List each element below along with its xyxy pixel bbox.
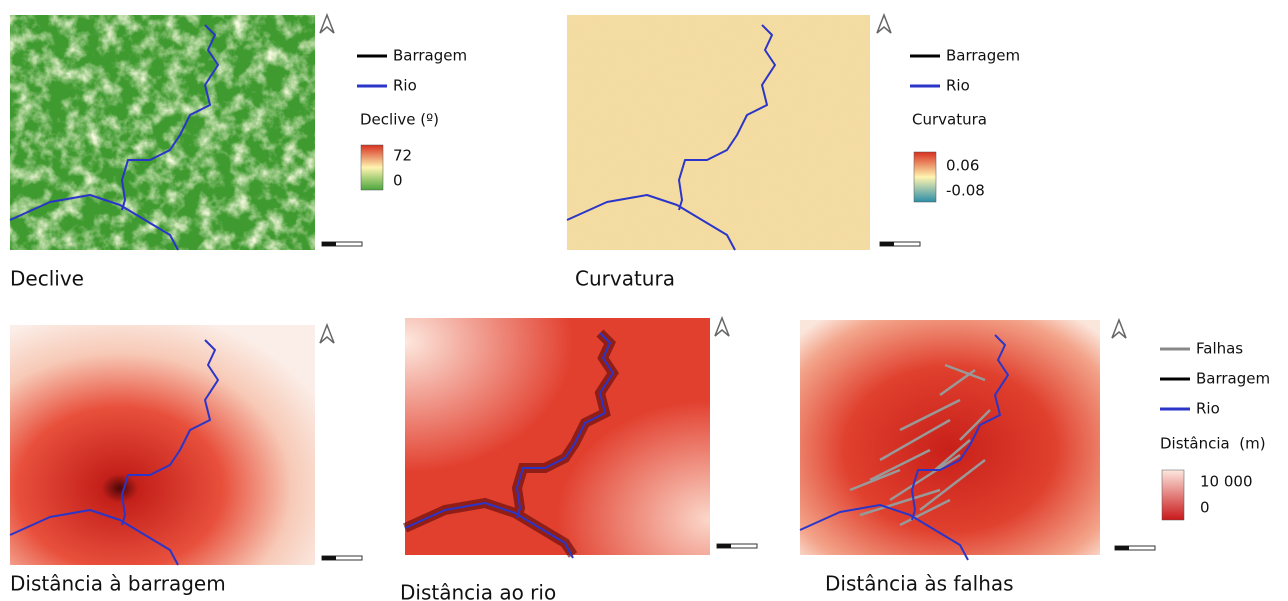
map-title: Declive [10,267,84,291]
legend-label: Rio [1196,400,1220,418]
ramp-label: -0.08 [946,182,985,200]
map-title: Distância à barragem [10,572,226,596]
ramp-label: 0.06 [946,157,979,175]
ramp-label: 72 [393,147,412,165]
map-title: Curvatura [575,267,675,291]
ramp-label: 10 000 [1200,473,1253,491]
ramp-title: Distância (m) [1160,435,1266,453]
legend: Barragem Rio Declive (º) 72 0 [357,47,467,191]
map-title: Distância às falhas [825,572,1014,596]
figure: Declive Curvatura Barragem Rio Declive (… [0,0,1288,601]
map-barragem [10,325,362,565]
map-title: Distância ao rio [400,581,556,601]
ramp-label: 0 [393,172,403,190]
map-curvatura [567,15,920,250]
map-declive [10,15,362,250]
legend-label: Barragem [946,47,1020,65]
ramp-title: Declive (º) [360,111,439,129]
map-falhas [800,320,1155,560]
legend-label: Barragem [393,47,467,65]
ramp-title: Curvatura [912,111,987,129]
legend-label: Barragem [1196,370,1270,388]
legend-label: Rio [946,77,970,95]
legend: Falhas Barragem Rio Distância (m) 10 000… [1160,340,1270,521]
legend-label: Falhas [1196,340,1243,358]
ramp-label: 0 [1200,499,1210,517]
map-rio [405,318,757,558]
legend-label: Rio [393,77,417,95]
legend: Barragem Rio Curvatura 0.06 -0.08 [910,47,1020,203]
